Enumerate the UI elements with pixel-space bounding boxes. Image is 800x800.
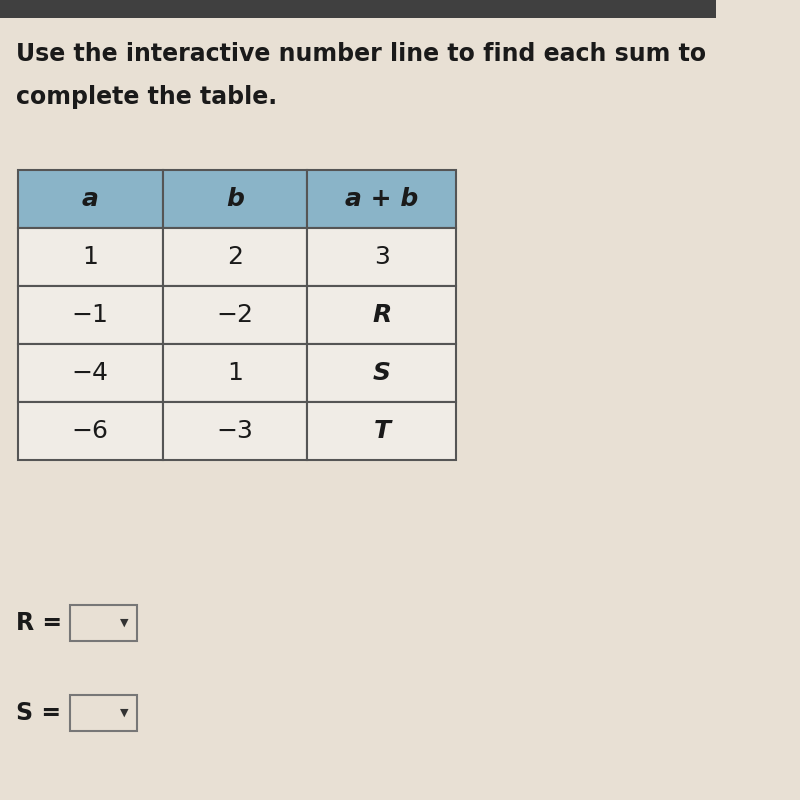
- Text: b: b: [226, 187, 244, 211]
- Bar: [307, 402, 457, 460]
- Text: T: T: [374, 419, 390, 443]
- Bar: [307, 228, 457, 286]
- Bar: [0, 0, 716, 18]
- Text: 3: 3: [374, 245, 390, 269]
- Bar: [18, 402, 162, 460]
- Bar: [307, 286, 457, 344]
- Text: R =: R =: [16, 611, 62, 635]
- Bar: [162, 286, 307, 344]
- Text: 1: 1: [82, 245, 98, 269]
- Text: complete the table.: complete the table.: [16, 85, 278, 109]
- Text: −1: −1: [72, 303, 109, 327]
- Text: ▼: ▼: [120, 618, 129, 628]
- Text: S =: S =: [16, 701, 62, 725]
- Text: ▼: ▼: [120, 708, 129, 718]
- Text: Use the interactive number line to find each sum to: Use the interactive number line to find …: [16, 42, 706, 66]
- Bar: [162, 170, 307, 228]
- Text: 2: 2: [227, 245, 243, 269]
- Text: −2: −2: [217, 303, 254, 327]
- Bar: [18, 228, 162, 286]
- Text: a: a: [82, 187, 98, 211]
- Bar: [307, 344, 457, 402]
- Text: a + b: a + b: [346, 187, 418, 211]
- Text: R: R: [372, 303, 391, 327]
- Text: −4: −4: [72, 361, 109, 385]
- Bar: [70, 605, 137, 641]
- Bar: [162, 402, 307, 460]
- Bar: [70, 695, 137, 731]
- Text: S: S: [373, 361, 391, 385]
- Bar: [18, 286, 162, 344]
- Text: 1: 1: [227, 361, 243, 385]
- Bar: [18, 344, 162, 402]
- Bar: [18, 170, 162, 228]
- Bar: [307, 170, 457, 228]
- Bar: [162, 228, 307, 286]
- Bar: [162, 344, 307, 402]
- Text: −3: −3: [217, 419, 254, 443]
- Text: −6: −6: [72, 419, 109, 443]
